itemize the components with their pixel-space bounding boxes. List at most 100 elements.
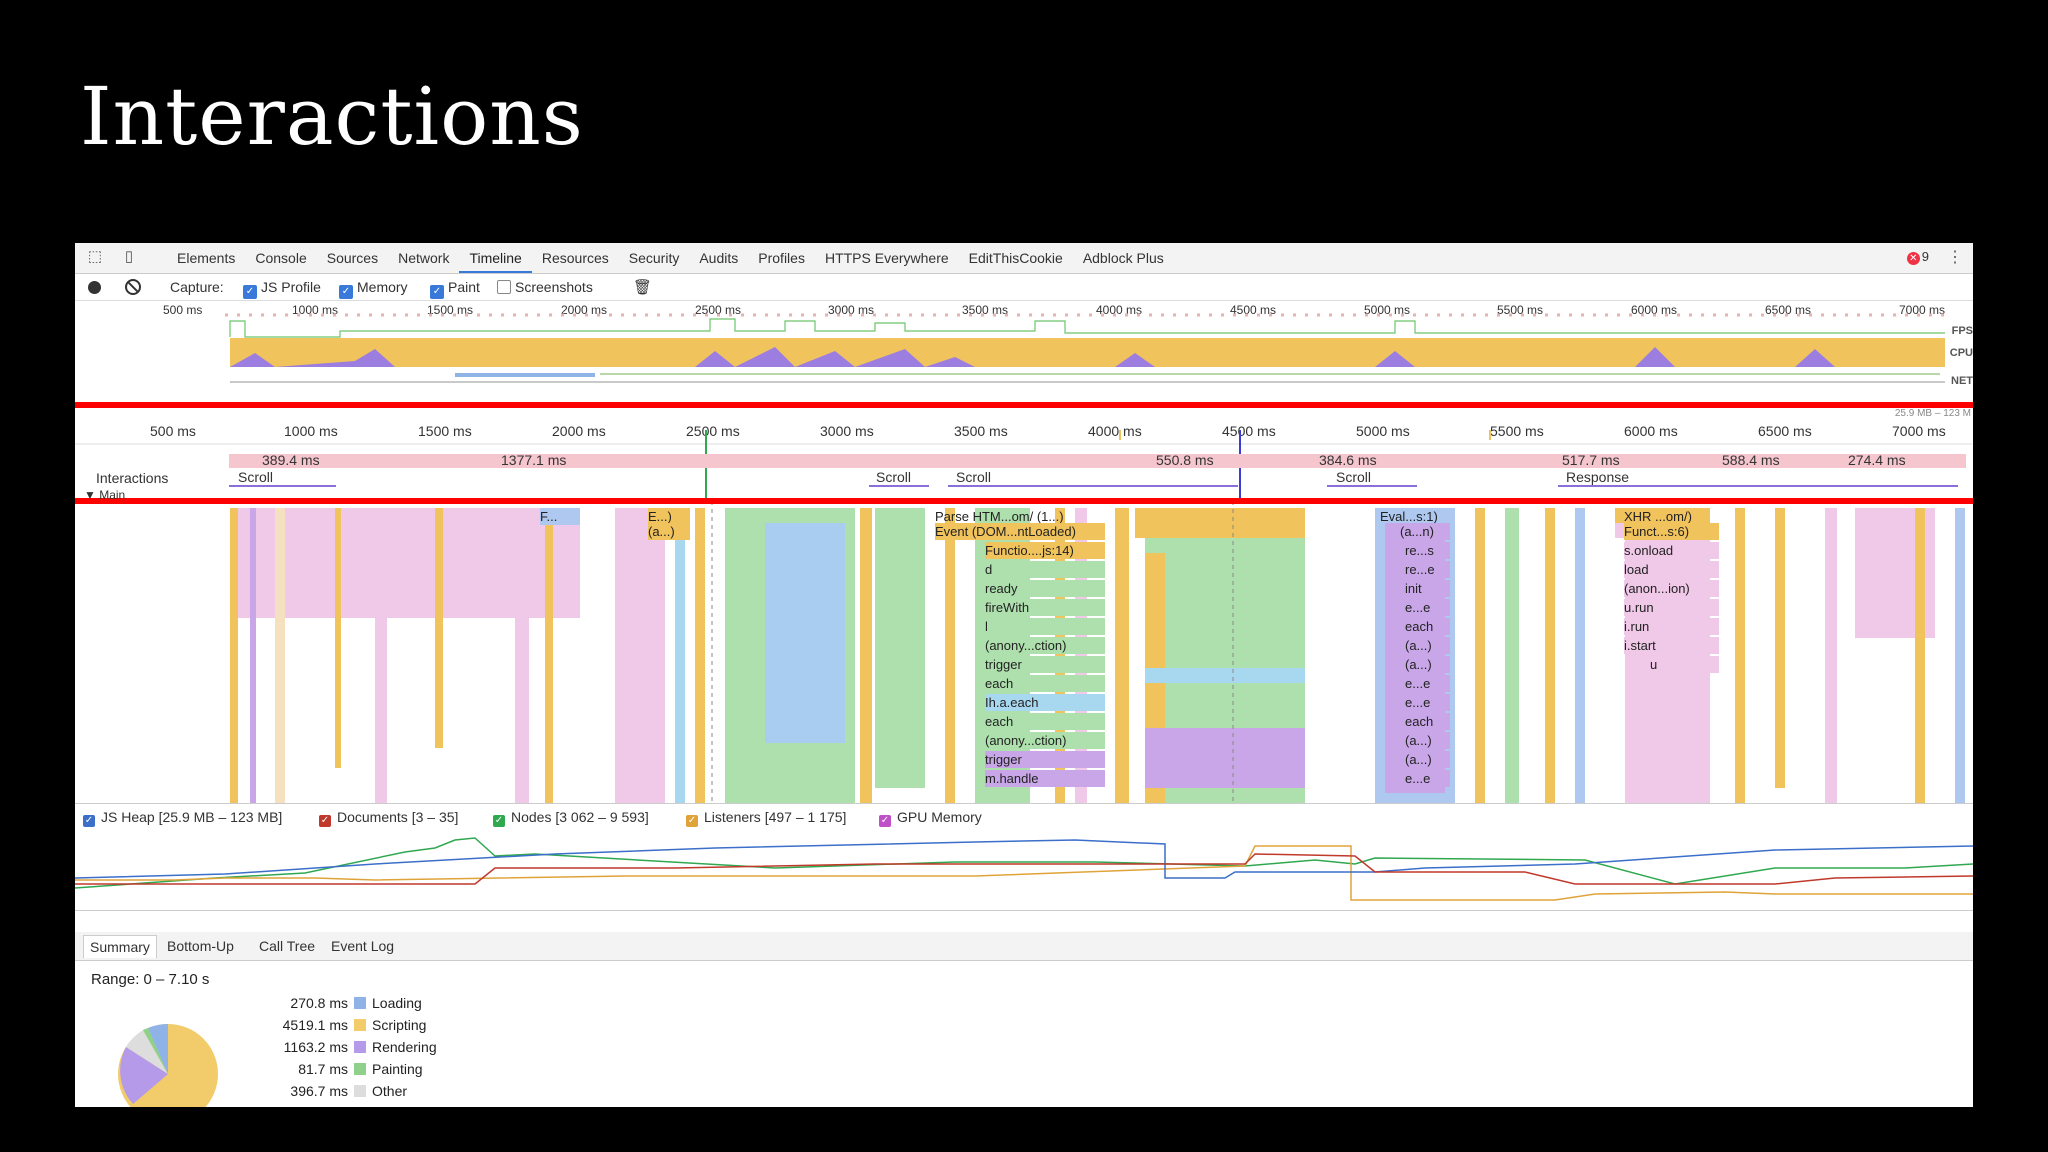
flame-event[interactable]: re...s	[1405, 542, 1450, 559]
main-thread-label[interactable]: ▼ Main	[84, 488, 126, 502]
memory-graph[interactable]	[75, 828, 1973, 911]
tab-elements[interactable]: Elements	[177, 250, 236, 266]
tab-profiles[interactable]: Profiles	[758, 250, 805, 266]
tab-editthiscookie[interactable]: EditThisCookie	[968, 250, 1063, 266]
flame-event[interactable]: (a...)	[1405, 656, 1450, 673]
flame-event[interactable]: e...e	[1405, 675, 1450, 692]
flame-event[interactable]: (a...n)	[1400, 523, 1450, 540]
interactions-highlight: 500 ms 1000 ms 1500 ms 2000 ms 2500 ms 3…	[75, 402, 1973, 504]
clear-button[interactable]	[125, 279, 141, 295]
flame-event[interactable]: m.handle	[985, 770, 1105, 787]
flame-event[interactable]: (a...)	[1405, 637, 1450, 654]
interaction-segment[interactable]	[948, 485, 1238, 487]
timeline-overview[interactable]: 500 ms 1000 ms 1500 ms 2000 ms 2500 ms 3…	[75, 301, 1973, 391]
flame-event[interactable]: trigger	[985, 656, 1105, 673]
flame-event[interactable]: (anony...ction)	[985, 637, 1105, 654]
paint-checkbox[interactable]: ✓ Paint	[430, 279, 480, 299]
flame-event[interactable]: (a...)	[1405, 732, 1450, 749]
interaction-segment[interactable]	[869, 485, 929, 487]
inspect-element-icon[interactable]: ⬚	[87, 248, 103, 265]
devtools-tabs: Elements Console Sources Network Timelin…	[167, 243, 1174, 273]
flame-event[interactable]: u	[1650, 656, 1719, 673]
trash-icon[interactable]: 🗑	[633, 279, 653, 296]
tab-adblock-plus[interactable]: Adblock Plus	[1082, 250, 1164, 266]
record-button[interactable]	[88, 281, 101, 294]
tab-https-everywhere[interactable]: HTTPS Everywhere	[824, 250, 949, 266]
tab-summary[interactable]: Summary	[83, 935, 157, 958]
ruler-tick: 3500 ms	[954, 423, 1008, 439]
other-swatch	[354, 1085, 366, 1097]
nodes-counter[interactable]: ✓ Nodes [3 062 – 9 593]	[493, 809, 649, 827]
flame-event[interactable]: trigger	[985, 751, 1105, 768]
flame-event[interactable]: each	[985, 675, 1105, 692]
memory-checkbox[interactable]: ✓ Memory	[339, 279, 408, 299]
flame-event[interactable]: each	[1405, 618, 1450, 635]
flame-event[interactable]: fireWith	[985, 599, 1105, 616]
flame-event[interactable]: s.onload	[1624, 542, 1719, 559]
documents-counter[interactable]: ✓ Documents [3 – 35]	[319, 809, 458, 827]
flame-event[interactable]: l	[985, 618, 1105, 635]
capture-toolbar: Capture: ✓ JS Profile ✓ Memory ✓ Paint Scre…	[75, 274, 1973, 301]
interaction-segment[interactable]	[229, 485, 336, 487]
memory-counters: ✓ JS Heap [25.9 MB – 123 MB] ✓ Documents […	[75, 803, 1973, 828]
flame-event[interactable]: each	[985, 713, 1105, 730]
js-profile-checkbox[interactable]: ✓ JS Profile	[243, 279, 321, 299]
interaction-segment[interactable]	[1558, 485, 1958, 487]
flame-event[interactable]: each	[1405, 713, 1450, 730]
tab-timeline[interactable]: Timeline	[459, 243, 532, 273]
tab-audits[interactable]: Audits	[699, 250, 739, 266]
rendering-swatch	[354, 1041, 366, 1053]
flame-event[interactable]: XHR ...om/)	[1624, 509, 1692, 524]
screenshots-checkbox[interactable]: Screenshots	[497, 279, 593, 295]
memory-graph-lines	[75, 837, 1973, 901]
flame-event[interactable]: Event (DOM...ntLoaded)	[935, 523, 1105, 540]
interaction-duration: 588.4 ms	[1722, 452, 1780, 468]
scripting-label: Scripting	[372, 1017, 427, 1033]
overview-graphs	[225, 313, 1945, 383]
flame-event[interactable]: Parse HTM...om/ (1...)	[935, 509, 1064, 524]
flame-event[interactable]: Ih.a.each	[985, 694, 1105, 711]
device-mode-icon[interactable]: ▯	[124, 248, 134, 265]
tab-call-tree[interactable]: Call Tree	[259, 938, 316, 954]
flame-event[interactable]: (anony...ction)	[985, 732, 1105, 749]
tab-event-log[interactable]: Event Log	[331, 938, 395, 954]
tab-network[interactable]: Network	[398, 250, 450, 266]
summary-row-scripting: 4519.1 ms Scripting	[260, 1017, 427, 1033]
error-counter[interactable]: ✕ 9	[1906, 249, 1929, 265]
interaction-segment[interactable]	[1327, 485, 1417, 487]
more-menu-icon[interactable]: ⋮	[1947, 249, 1963, 266]
flame-event[interactable]: Functio....js:14)	[985, 542, 1105, 559]
summary-row-other: 396.7 ms Other	[260, 1083, 407, 1099]
interaction-label: Scroll	[1336, 469, 1372, 485]
check-icon: ✓	[339, 285, 353, 299]
tab-console[interactable]: Console	[255, 250, 307, 266]
flame-event[interactable]: u.run	[1624, 599, 1719, 616]
flame-event[interactable]: init	[1405, 580, 1450, 597]
flame-event[interactable]: ready	[985, 580, 1105, 597]
flame-event[interactable]: e...e	[1405, 694, 1450, 711]
flame-event[interactable]: (anon...ion)	[1624, 580, 1719, 597]
flame-event[interactable]: i.run	[1624, 618, 1719, 635]
js-heap-counter[interactable]: ✓ JS Heap [25.9 MB – 123 MB]	[83, 809, 282, 827]
flame-event[interactable]: (a...)	[1405, 751, 1450, 768]
summary-row-painting: 81.7 ms Painting	[260, 1061, 422, 1077]
tab-bottom-up[interactable]: Bottom-Up	[167, 938, 234, 954]
overview-tick: 4500 ms	[1230, 303, 1277, 317]
flame-event[interactable]: e...e	[1405, 770, 1450, 787]
flame-event[interactable]: load	[1624, 561, 1719, 578]
tab-sources[interactable]: Sources	[326, 250, 379, 266]
flame-event[interactable]: d	[985, 561, 1105, 578]
flame-event[interactable]: Funct...s:6)	[1624, 523, 1719, 540]
listeners-counter[interactable]: ✓ Listeners [497 – 1 175]	[686, 809, 846, 827]
flame-event[interactable]: F...	[540, 508, 580, 525]
gpu-memory-counter[interactable]: ✓ GPU Memory	[879, 809, 982, 827]
flame-event[interactable]: (a...)	[648, 523, 690, 540]
flame-event[interactable]: e...e	[1405, 599, 1450, 616]
flame-event[interactable]: E...)	[648, 508, 690, 525]
tab-security[interactable]: Security	[628, 250, 680, 266]
flame-event[interactable]: Eval...s:1)	[1380, 509, 1438, 524]
flame-event[interactable]: i.start	[1624, 637, 1719, 654]
flame-event[interactable]: re...e	[1405, 561, 1450, 578]
tab-resources[interactable]: Resources	[541, 250, 609, 266]
ruler-tick: 5000 ms	[1356, 423, 1410, 439]
